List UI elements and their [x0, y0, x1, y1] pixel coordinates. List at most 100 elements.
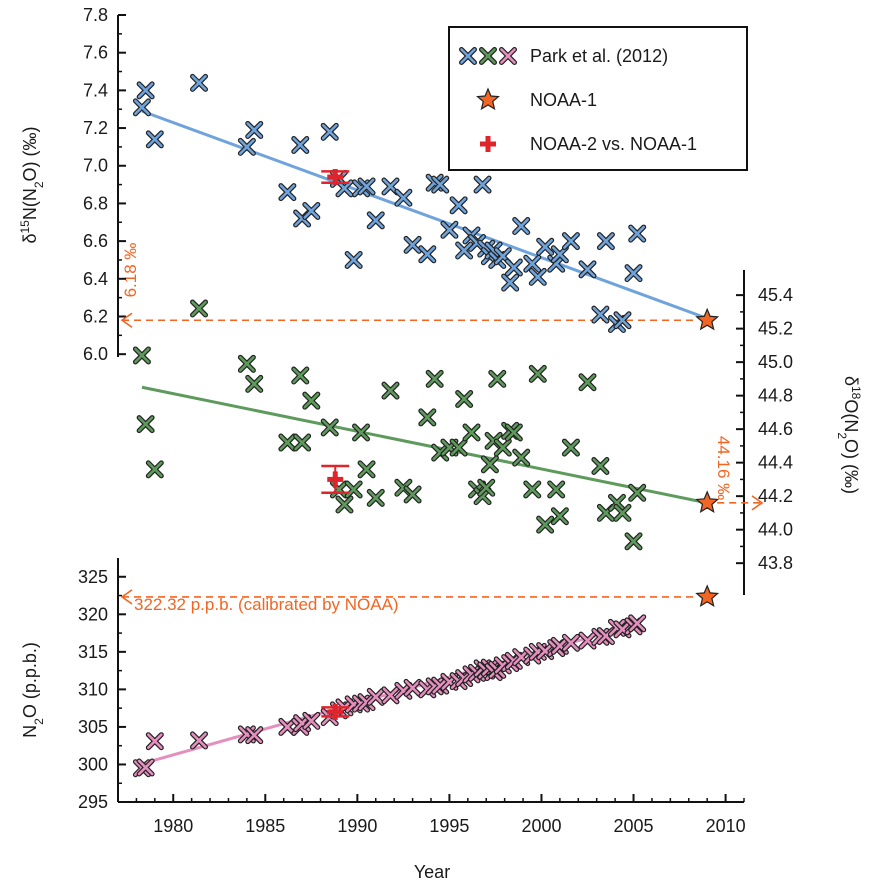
- y-tick-label-d18o: 44.6: [758, 419, 793, 439]
- marker-fill: [246, 376, 263, 392]
- data-point-d18o: [523, 480, 542, 499]
- marker-fill: [592, 306, 609, 323]
- data-point-d18o: [403, 485, 422, 504]
- axis-title-part: O (p.p.b.): [20, 642, 40, 718]
- marker-fill: [419, 246, 436, 263]
- data-point-d18o: [136, 415, 155, 434]
- legend-star: [476, 87, 500, 111]
- marker-fill: [382, 687, 399, 704]
- noaa2-marker: [327, 471, 344, 488]
- data-point-d15n: [291, 136, 310, 155]
- data-point-d18o: [357, 460, 376, 479]
- data-point-d15n: [591, 305, 610, 324]
- data-point-n2o: [278, 717, 297, 736]
- data-point-d18o: [335, 495, 354, 514]
- marker-fill: [353, 424, 369, 441]
- y-tick-label-n2o: 305: [78, 717, 108, 737]
- reference-line-n2o-arrow: [120, 589, 133, 605]
- legend-x-green: [479, 47, 497, 65]
- legend-label-park: Park et al. (2012): [530, 46, 668, 66]
- marker-fill: [524, 481, 541, 498]
- plot-layer: 6.0 6.2 6.4 6.6 6.8 7.0 7.2 7.4 7.6 7.8 295 300 305 3…: [78, 5, 793, 836]
- marker-fill: [246, 727, 263, 743]
- data-point-d15n: [578, 260, 597, 279]
- marker-fill: [480, 48, 496, 64]
- x-tick-label: 1995: [429, 816, 469, 836]
- data-point-n2o: [561, 633, 580, 652]
- y-tick-label-d15n: 6.4: [83, 269, 108, 289]
- marker-fill: [358, 694, 375, 710]
- data-point-d15n: [394, 188, 413, 207]
- marker-fill: [294, 434, 310, 451]
- y-tick-label-n2o: 300: [78, 754, 108, 774]
- marker-fill: [134, 347, 150, 364]
- plus-v: [332, 471, 338, 488]
- marker-fill: [367, 689, 384, 705]
- axis-title-part: 18: [849, 386, 863, 400]
- data-point-d18o: [132, 346, 151, 365]
- marker-fill: [598, 233, 614, 249]
- data-point-d15n: [596, 232, 615, 251]
- y-tick-label-d15n: 6.0: [83, 344, 108, 364]
- data-point-d18o: [488, 369, 507, 388]
- data-point-n2o: [145, 732, 164, 751]
- data-point-n2o: [512, 648, 531, 667]
- data-point-d15n: [245, 120, 264, 139]
- marker-fill: [191, 75, 207, 91]
- marker-fill: [336, 180, 353, 197]
- marker-fill: [336, 496, 353, 513]
- marker-fill: [506, 259, 522, 276]
- marker-fill: [614, 505, 631, 521]
- marker-fill: [460, 48, 476, 64]
- error-bar-d18o: [321, 464, 350, 495]
- annotation-n2o: 322.32 p.p.b. (calibrated by NOAA): [134, 595, 399, 614]
- marker-fill: [478, 479, 495, 496]
- marker-fill: [629, 615, 646, 632]
- y-tick-label-d18o: 45.2: [758, 319, 793, 339]
- plus-v: [485, 136, 491, 152]
- x-tick-label: 2005: [614, 816, 654, 836]
- marker-fill: [239, 356, 255, 372]
- marker-fill: [279, 434, 296, 451]
- data-point-d15n: [440, 220, 459, 239]
- marker-fill: [563, 635, 579, 651]
- marker-fill: [513, 449, 530, 466]
- data-point-n2o: [366, 687, 385, 706]
- data-point-d18o: [245, 374, 264, 393]
- y-tick-label-n2o: 320: [78, 604, 108, 624]
- data-point-d18o: [302, 391, 321, 410]
- marker-fill: [292, 367, 309, 384]
- data-point-d18o: [145, 460, 164, 479]
- axis-title-part: O(N: [841, 399, 861, 432]
- marker-fill: [404, 237, 421, 253]
- axis-title-part: 2: [32, 181, 46, 188]
- marker-fill: [450, 439, 467, 456]
- noaa1-star-d15n: [695, 307, 720, 331]
- marker-fill: [239, 139, 255, 155]
- marker-fill: [279, 184, 296, 200]
- marker-fill: [609, 495, 625, 511]
- data-point-d15n: [536, 237, 555, 256]
- marker-fill: [367, 490, 384, 506]
- data-point-n2o: [245, 726, 264, 745]
- data-point-d18o: [528, 364, 547, 383]
- marker-fill: [537, 516, 553, 533]
- y-tick-label-d18o: 44.0: [758, 520, 793, 540]
- marker-fill: [625, 265, 642, 281]
- marker-fill: [441, 222, 458, 238]
- reference-line-d18o-arrow: [751, 495, 764, 511]
- x-axis-title: Year: [414, 862, 450, 882]
- marker-fill: [592, 458, 609, 474]
- legend-plus: [480, 136, 496, 152]
- marker-fill: [482, 456, 498, 473]
- axis-title-part: N(N: [20, 188, 40, 220]
- marker-fill: [450, 197, 467, 214]
- marker-fill: [345, 252, 362, 268]
- data-point-n2o: [403, 678, 422, 697]
- y-tick-label-n2o: 325: [78, 567, 108, 587]
- data-point-d15n: [431, 175, 450, 194]
- marker-fill: [463, 424, 480, 441]
- legend-box: [448, 26, 748, 171]
- data-point-d18o: [418, 408, 437, 427]
